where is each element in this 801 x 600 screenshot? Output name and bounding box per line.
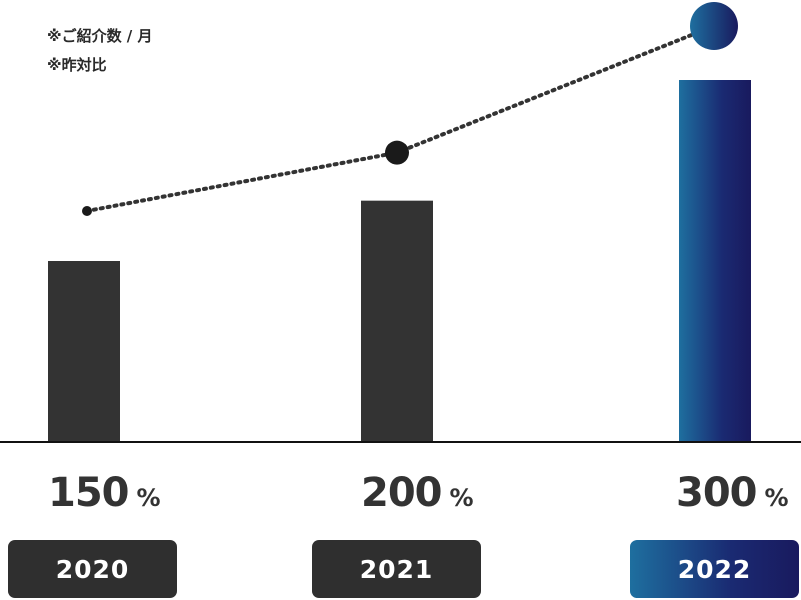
note-year-over-year: ※昨対比 [47,56,107,74]
note-monthly-referrals: ※ご紹介数 / 月 [47,27,153,45]
year-badge-2020: 2020 [8,540,177,598]
trend-point-2020 [82,206,92,216]
value-unit: % [136,484,161,512]
value-number: 150 [48,470,129,516]
value-label-2022: 300% [676,470,801,516]
value-number: 200 [361,470,442,516]
year-badge-2022: 2022 [630,540,799,598]
value-number: 300 [676,470,757,516]
value-label-2020: 150% [48,470,228,516]
trend-point-2021 [385,140,409,165]
value-label-2021: 200% [361,470,541,516]
bar-2020 [48,261,120,442]
value-unit: % [764,484,789,512]
trend-line [85,24,716,213]
trend-point-2022 [690,2,738,50]
chart-notes: ※ご紹介数 / 月 ※昨対比 [47,22,153,80]
value-unit: % [449,484,474,512]
year-badge-2021: 2021 [312,540,481,598]
bar-2021 [361,200,433,442]
bar-2022 [679,80,751,442]
